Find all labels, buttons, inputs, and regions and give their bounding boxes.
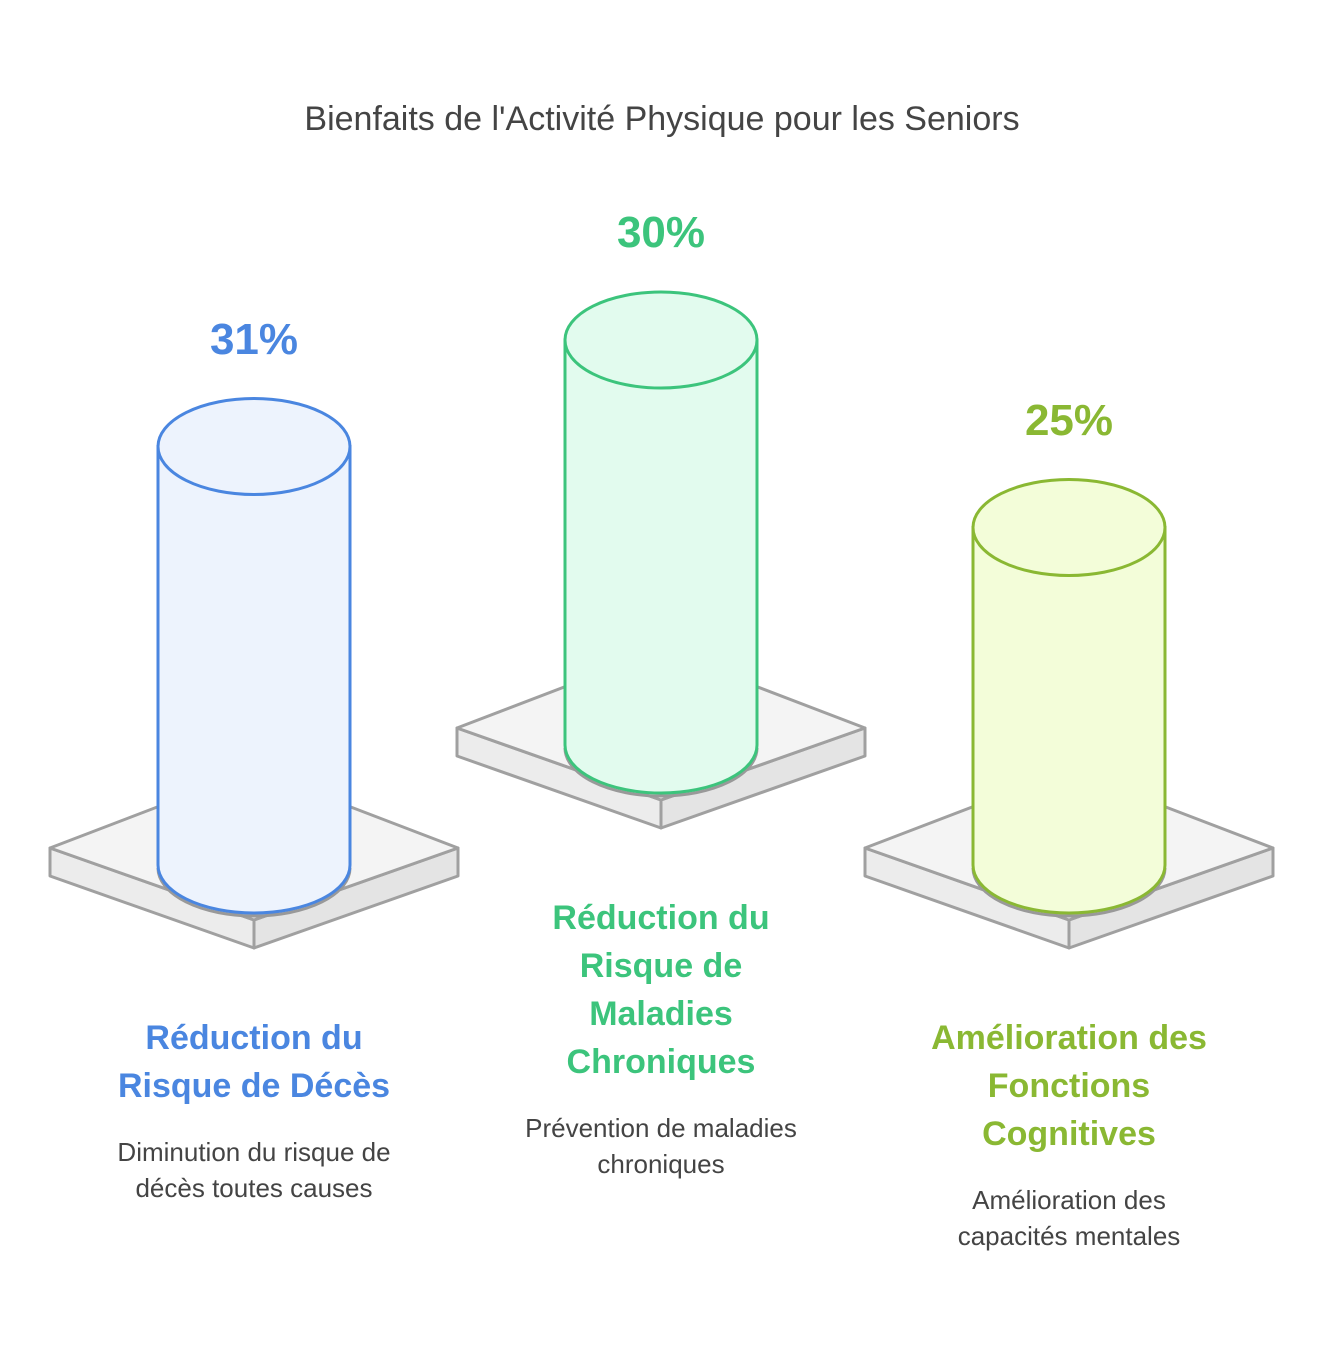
- category-description: Diminution du risque de décès toutes cau…: [117, 1137, 391, 1203]
- cylinder-body: [563, 338, 759, 795]
- category-heading: Amélioration des Fonctions Cognitives: [931, 1019, 1207, 1153]
- category-heading: Réduction du Risque de Maladies Chroniqu…: [552, 899, 770, 1081]
- value-label: 31%: [209, 314, 299, 364]
- value-label: 25%: [1024, 395, 1114, 445]
- value-label: 30%: [616, 208, 706, 257]
- cylinder-top: [156, 397, 352, 496]
- cylinder-shadow: [563, 747, 759, 798]
- column-text: Réduction du Risque de Maladies Chroniqu…: [481, 894, 841, 1182]
- cylinder-shadow: [156, 867, 352, 918]
- chart-title: Bienfaits de l'Activité Physique pour le…: [304, 100, 1020, 138]
- cylinder-top: [563, 290, 759, 390]
- cylinder-body: [971, 526, 1167, 915]
- cylinder-top: [971, 478, 1167, 577]
- cylinder-body: [156, 445, 352, 915]
- category-description: Prévention de maladies chroniques: [525, 1113, 797, 1179]
- category-description: Amélioration des capacités mentales: [957, 1185, 1181, 1251]
- cylinder-shadow: [971, 867, 1167, 918]
- category-heading: Réduction du Risque de Décès: [117, 1019, 391, 1105]
- column-text: Réduction du Risque de Décès Diminution d…: [74, 1014, 434, 1206]
- column-text: Amélioration des Fonctions Cognitives Amé…: [889, 1014, 1249, 1254]
